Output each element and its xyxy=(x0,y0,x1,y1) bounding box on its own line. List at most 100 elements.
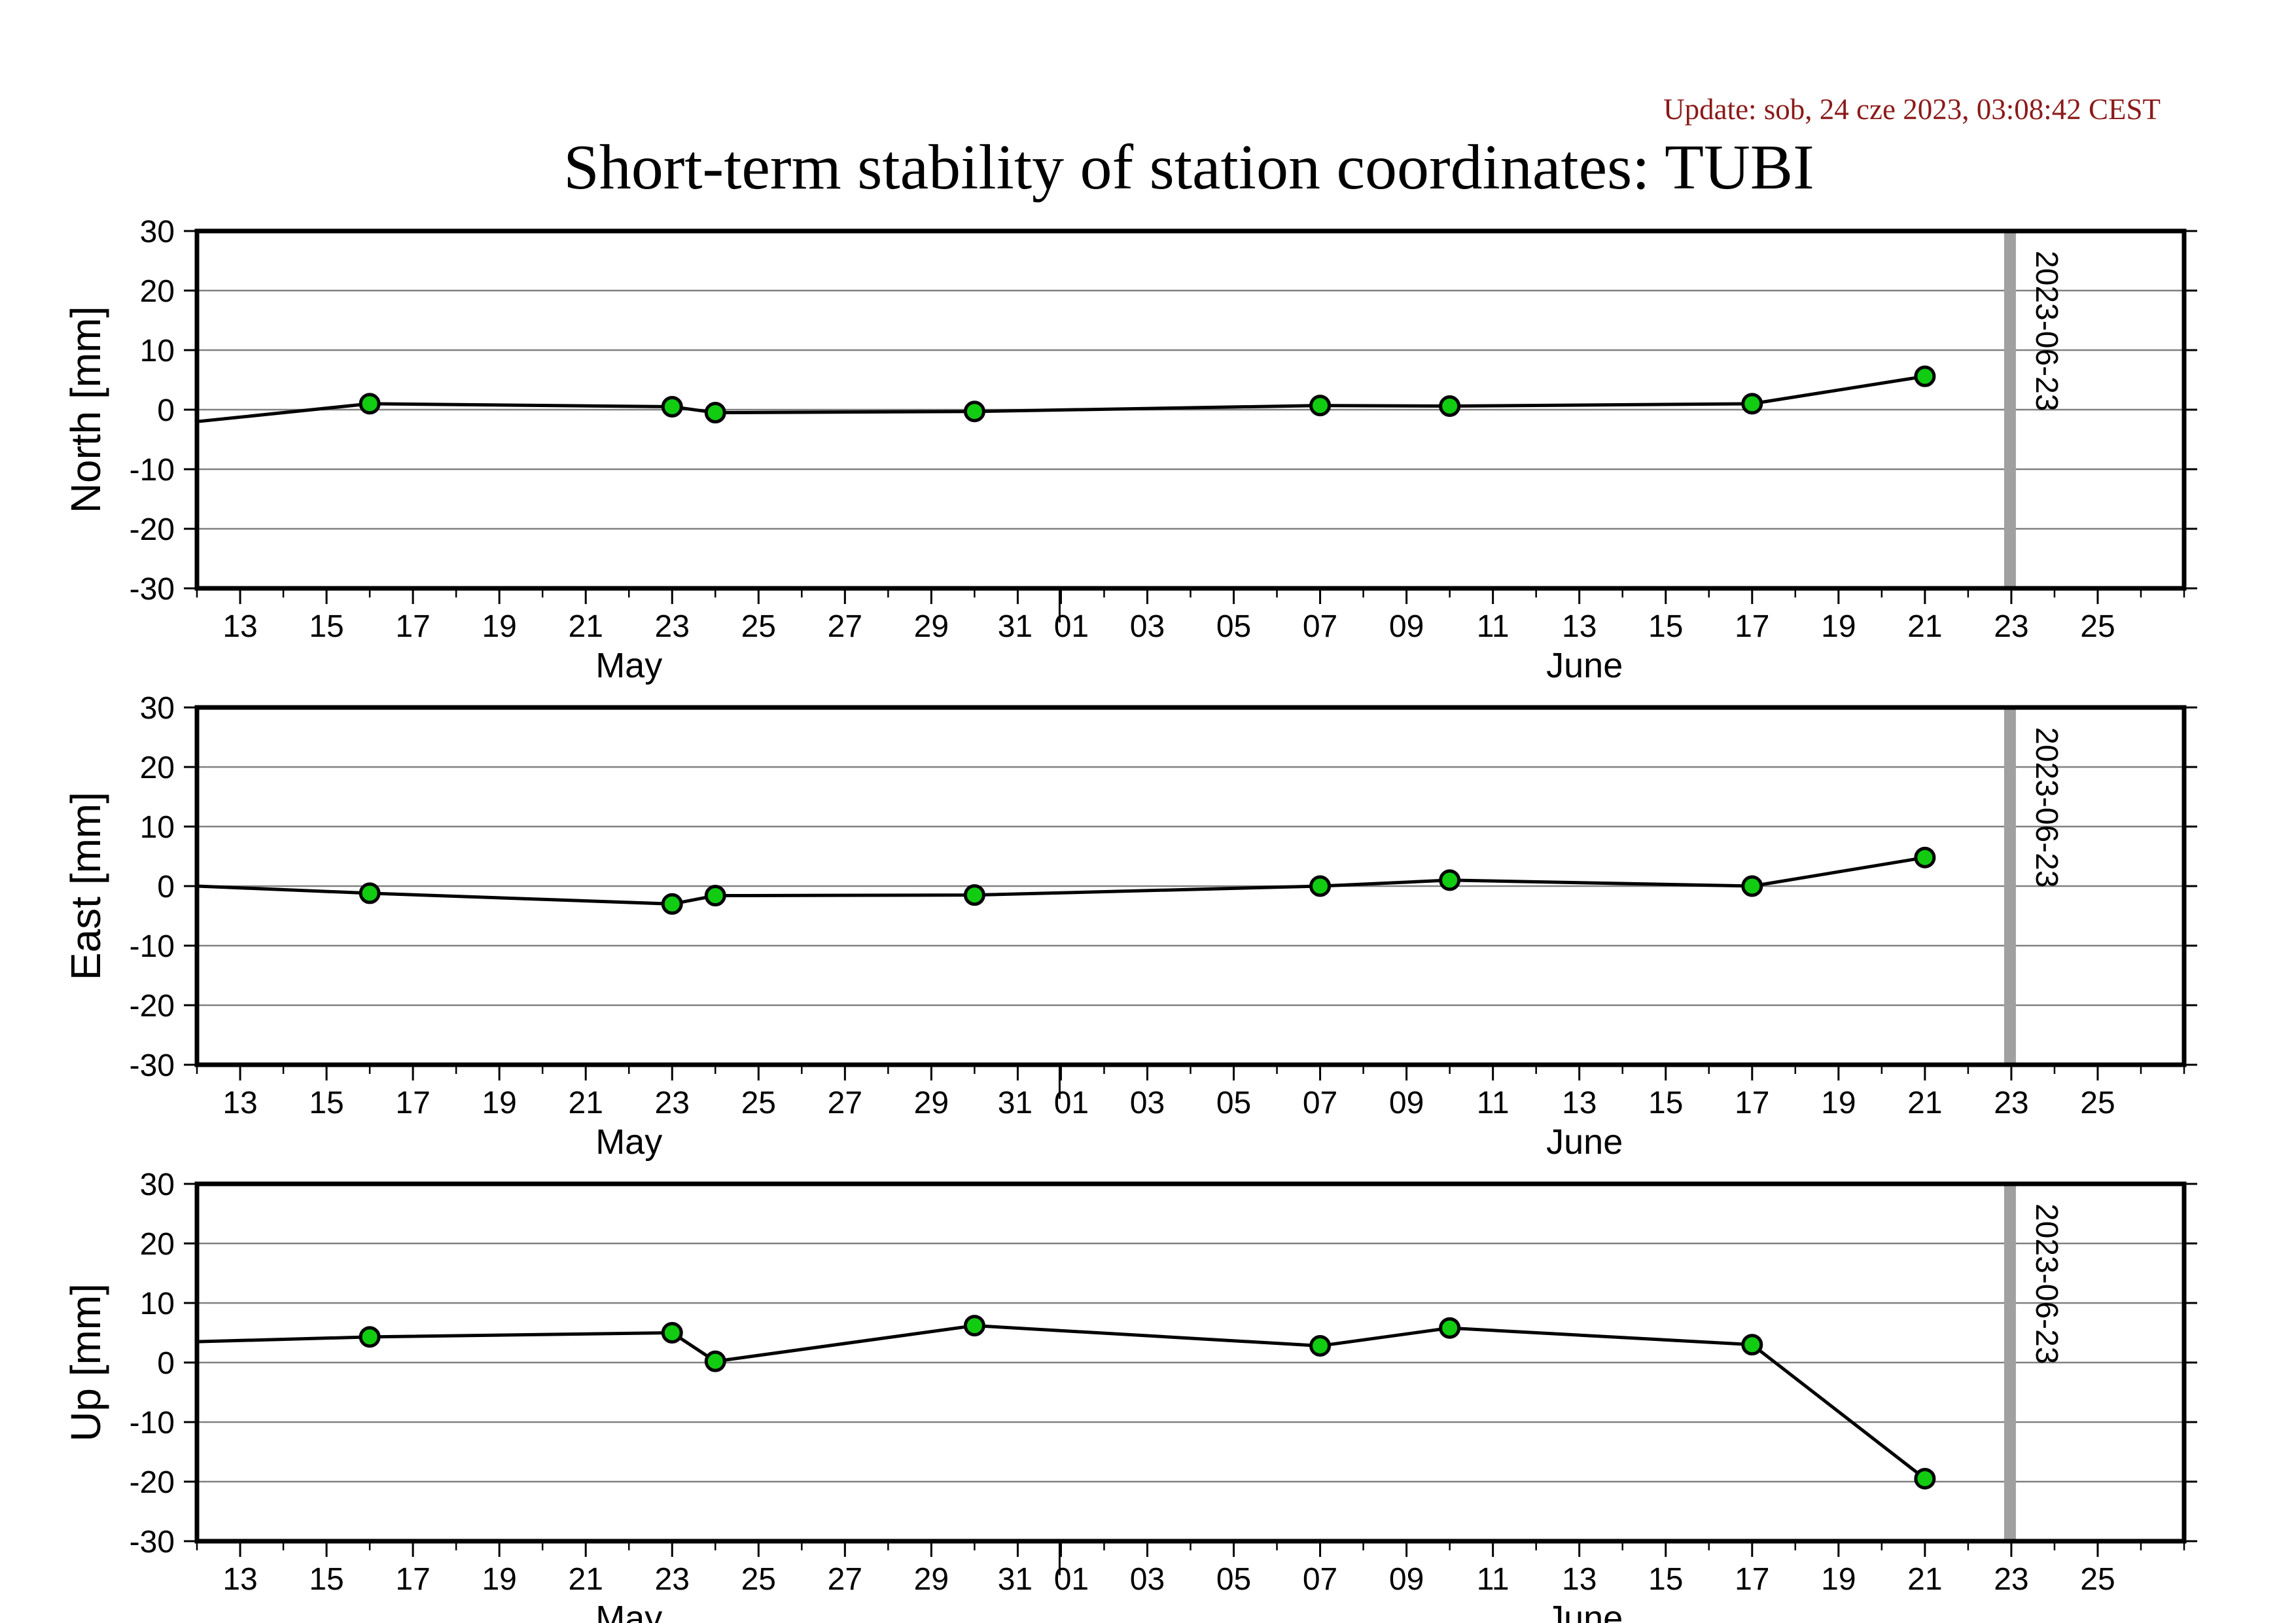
x-tick-label: 31 xyxy=(998,1562,1033,1597)
data-point xyxy=(704,402,726,424)
data-point xyxy=(1309,395,1332,417)
month-label: May xyxy=(595,646,662,685)
y-tick-label: -10 xyxy=(130,453,175,488)
data-point xyxy=(1914,846,1936,868)
data-point xyxy=(1741,875,1763,897)
x-tick-label: 17 xyxy=(1735,609,1769,644)
y-tick-label: 30 xyxy=(140,1168,175,1202)
x-tick-label: 09 xyxy=(1389,1086,1424,1120)
data-point xyxy=(1439,1317,1461,1339)
data-point xyxy=(661,1322,683,1344)
month-label: May xyxy=(595,1122,662,1162)
x-tick-label: 03 xyxy=(1130,1086,1165,1120)
series-line xyxy=(196,1324,1926,1480)
data-point xyxy=(1439,869,1461,891)
x-tick-label: 19 xyxy=(1821,609,1856,644)
x-tick-label: 15 xyxy=(1648,609,1683,644)
data-point xyxy=(1914,1467,1936,1489)
x-tick-label: 03 xyxy=(1130,609,1165,644)
plot-frame xyxy=(194,705,2187,1067)
month-label: June xyxy=(1546,646,1623,685)
x-tick-label: 27 xyxy=(828,1562,862,1597)
x-tick-label: 29 xyxy=(914,1562,949,1597)
x-tick-label: 09 xyxy=(1389,1562,1424,1597)
y-tick-label: -10 xyxy=(130,929,175,964)
x-tick-label: 23 xyxy=(655,1562,690,1597)
x-tick-label: 07 xyxy=(1303,1086,1337,1120)
x-tick-label: 23 xyxy=(1994,1086,2028,1120)
y-tick-label: 0 xyxy=(157,870,175,904)
y-axis-label: Up [mm] xyxy=(62,1283,109,1442)
x-tick-label: 25 xyxy=(2080,1086,2115,1120)
x-tick-label: 13 xyxy=(1562,609,1597,644)
x-tick-label: 13 xyxy=(222,1562,257,1597)
y-tick-label: 0 xyxy=(157,1346,175,1381)
plot-frame xyxy=(194,228,2187,591)
chart-panel-1: -30 -20 -10 0 10 20 30 North [mm] 13 15 17 19 21 23 25… xyxy=(62,215,2197,685)
x-tick-label: 21 xyxy=(569,1086,603,1120)
x-tick-label: 11 xyxy=(1477,1562,1510,1597)
x-tick-label: 05 xyxy=(1216,609,1251,644)
y-tick-label: 0 xyxy=(157,393,175,428)
y-tick-label: -30 xyxy=(130,572,175,607)
x-tick-label: 19 xyxy=(482,1562,516,1597)
x-tick-label: 19 xyxy=(1821,1562,1856,1597)
x-tick-label: 13 xyxy=(222,1086,257,1120)
data-point xyxy=(1309,1335,1332,1357)
x-tick-label: 31 xyxy=(998,609,1033,644)
data-point xyxy=(1439,395,1461,418)
data-point xyxy=(1741,393,1763,415)
data-point xyxy=(1741,1334,1763,1356)
y-tick-label: 30 xyxy=(140,691,175,726)
y-tick-label: 20 xyxy=(140,274,175,309)
x-tick-label: 25 xyxy=(741,1086,776,1120)
x-tick-label: 17 xyxy=(395,1086,430,1120)
x-tick-label: 23 xyxy=(655,1086,690,1120)
today-marker-label: 2023-06-23 xyxy=(2029,1204,2064,1364)
series-line xyxy=(196,374,1926,423)
x-tick-label: 21 xyxy=(1907,609,1942,644)
y-tick-label: 10 xyxy=(140,334,175,368)
data-point xyxy=(661,893,683,915)
y-tick-label: 30 xyxy=(140,215,175,249)
data-point xyxy=(1914,365,1936,387)
x-tick-label: 05 xyxy=(1216,1562,1251,1597)
x-tick-label: 27 xyxy=(828,1086,862,1120)
x-tick-label: 25 xyxy=(741,1562,776,1597)
x-tick-label: 21 xyxy=(1907,1562,1942,1597)
x-tick-label: 27 xyxy=(828,609,862,644)
x-tick-label: 15 xyxy=(309,1086,344,1120)
x-tick-label: 17 xyxy=(395,609,430,644)
x-tick-label: 17 xyxy=(395,1562,430,1597)
x-tick-label: 05 xyxy=(1216,1086,1251,1120)
x-tick-label: 07 xyxy=(1303,1562,1337,1597)
today-marker-label: 2023-06-23 xyxy=(2029,251,2064,412)
y-tick-label: -20 xyxy=(130,512,175,547)
series-line xyxy=(196,855,1926,906)
x-tick-label: 31 xyxy=(998,1086,1033,1120)
y-axis-label: North [mm] xyxy=(62,306,109,513)
x-tick-label: 13 xyxy=(1562,1086,1597,1120)
data-point xyxy=(1309,875,1332,897)
y-tick-label: -20 xyxy=(130,1465,175,1500)
x-tick-label: 11 xyxy=(1477,1086,1510,1120)
x-tick-label: 13 xyxy=(1562,1562,1597,1597)
x-tick-label: 21 xyxy=(569,1562,603,1597)
data-point xyxy=(359,882,381,904)
x-tick-label: 19 xyxy=(1821,1086,1856,1120)
x-tick-label: 03 xyxy=(1130,1562,1165,1597)
x-tick-label: 15 xyxy=(1648,1086,1683,1120)
data-point xyxy=(359,393,381,415)
chart-panel-2: -30 -20 -10 0 10 20 30 East [mm] 13 15 17 19 21 23 25 2… xyxy=(62,691,2197,1162)
month-label: May xyxy=(595,1599,662,1623)
month-label: June xyxy=(1546,1122,1623,1162)
x-tick-label: 23 xyxy=(1994,609,2028,644)
data-point xyxy=(963,884,985,906)
month-label: June xyxy=(1546,1599,1623,1623)
today-marker-label: 2023-06-23 xyxy=(2029,727,2064,888)
data-point xyxy=(704,885,726,907)
chart-title: Short-term stability of station coordina… xyxy=(563,132,1814,203)
chart-panel-3: -30 -20 -10 0 10 20 30 Up [mm] 13 15 17 19 21 23 25 27 2… xyxy=(62,1168,2197,1623)
x-tick-label: 19 xyxy=(482,609,516,644)
